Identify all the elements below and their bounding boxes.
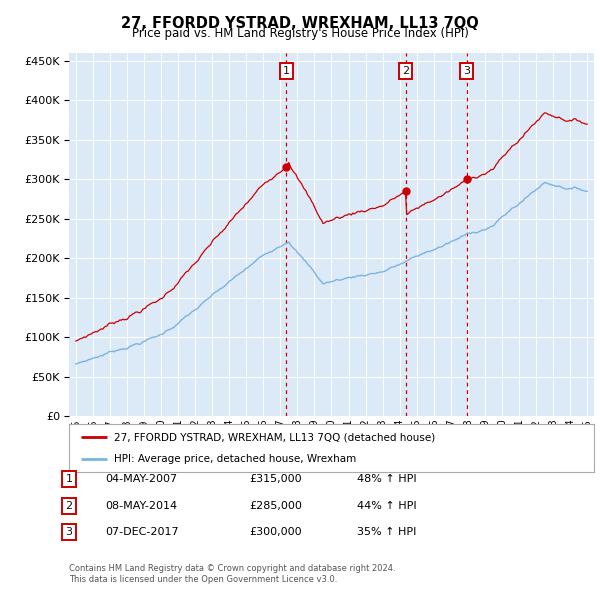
Text: 27, FFORDD YSTRAD, WREXHAM, LL13 7QQ: 27, FFORDD YSTRAD, WREXHAM, LL13 7QQ [121,16,479,31]
Text: 2: 2 [65,501,73,510]
Text: 3: 3 [463,66,470,76]
Text: 08-MAY-2014: 08-MAY-2014 [105,501,177,510]
Text: 27, FFORDD YSTRAD, WREXHAM, LL13 7QQ (detached house): 27, FFORDD YSTRAD, WREXHAM, LL13 7QQ (de… [113,432,435,442]
Text: 44% ↑ HPI: 44% ↑ HPI [357,501,416,510]
Text: 48% ↑ HPI: 48% ↑ HPI [357,474,416,484]
Text: £300,000: £300,000 [249,527,302,537]
Text: 2: 2 [402,66,409,76]
Text: 1: 1 [283,66,290,76]
Text: £315,000: £315,000 [249,474,302,484]
Text: 04-MAY-2007: 04-MAY-2007 [105,474,177,484]
Text: HPI: Average price, detached house, Wrexham: HPI: Average price, detached house, Wrex… [113,454,356,464]
Text: 35% ↑ HPI: 35% ↑ HPI [357,527,416,537]
Text: This data is licensed under the Open Government Licence v3.0.: This data is licensed under the Open Gov… [69,575,337,584]
Text: 3: 3 [65,527,73,537]
Text: Price paid vs. HM Land Registry's House Price Index (HPI): Price paid vs. HM Land Registry's House … [131,27,469,40]
Text: £285,000: £285,000 [249,501,302,510]
Text: 07-DEC-2017: 07-DEC-2017 [105,527,179,537]
Text: 1: 1 [65,474,73,484]
Text: Contains HM Land Registry data © Crown copyright and database right 2024.: Contains HM Land Registry data © Crown c… [69,565,395,573]
